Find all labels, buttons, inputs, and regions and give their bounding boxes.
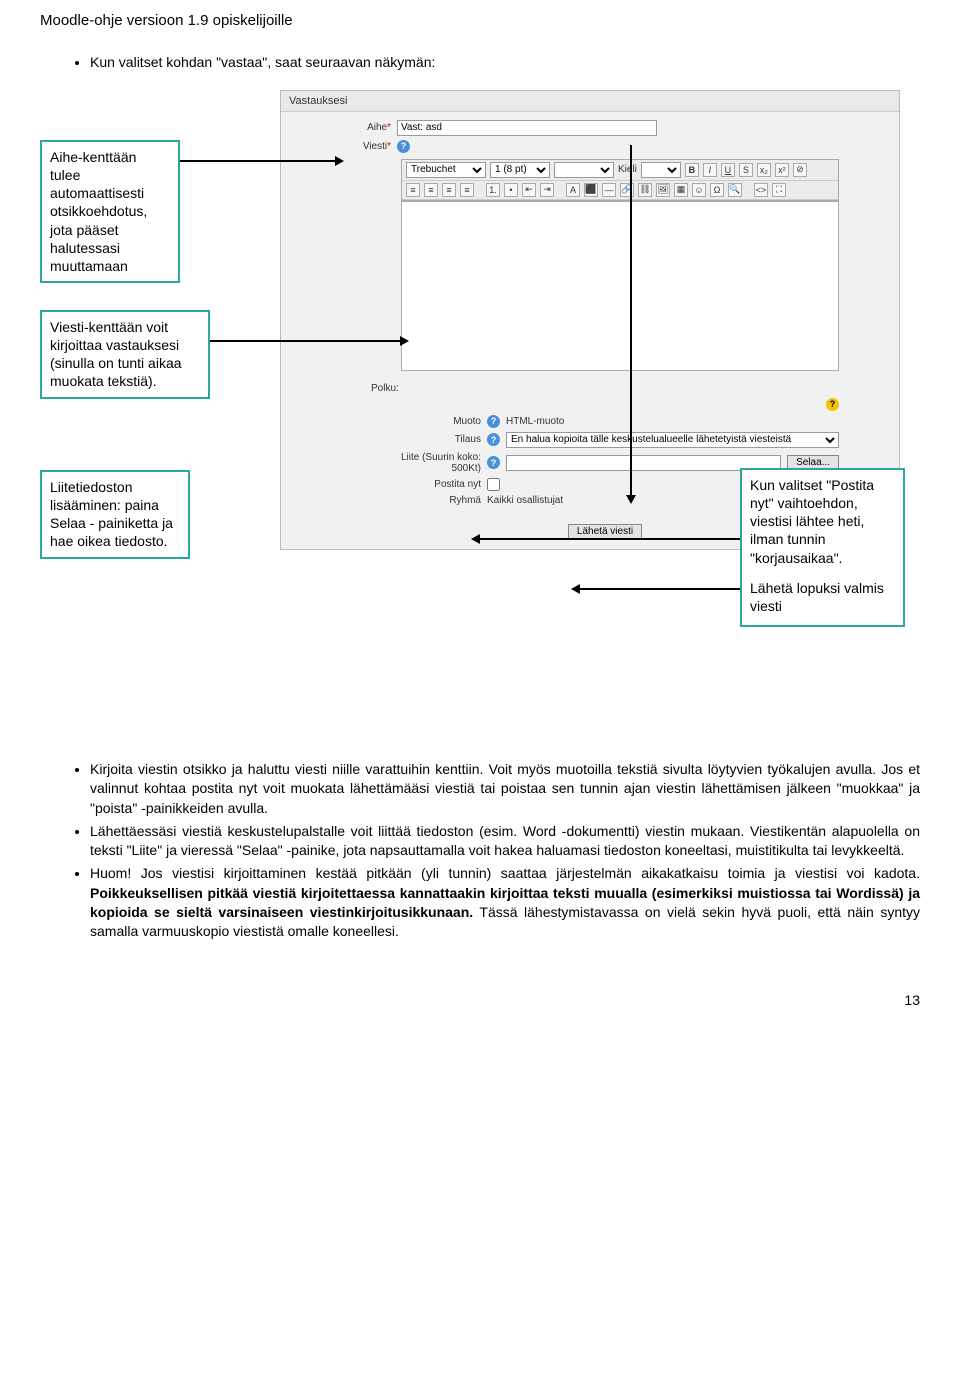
table-icon[interactable]: ▦ (674, 183, 688, 197)
body-bullet-3: Huom! Jos viestisi kirjoittaminen kestää… (90, 864, 920, 941)
muoto-value: HTML-muoto (506, 416, 564, 427)
bold-icon[interactable]: B (685, 163, 699, 177)
body-bullet-1: Kirjoita viestin otsikko ja haluttu vies… (90, 760, 920, 818)
intro-bullet: Kun valitset kohdan "vastaa", saat seura… (90, 53, 920, 72)
postita-label: Postita nyt (371, 479, 481, 490)
polku-label: Polku: (371, 383, 399, 394)
send-button[interactable]: Lähetä viesti (568, 524, 642, 539)
postita-checkbox[interactable] (487, 478, 500, 491)
align-center-icon[interactable]: ≡ (424, 183, 438, 197)
unlink-icon[interactable]: ⛓ (638, 183, 652, 197)
arrow (210, 340, 400, 342)
row-aihe: Aihe* (281, 118, 899, 138)
code-icon[interactable]: <> (754, 183, 768, 197)
align-right-icon[interactable]: ≡ (442, 183, 456, 197)
callout-send: Lähetä lopuksi valmis viesti (750, 579, 895, 615)
callout-viesti: Viesti-kenttään voit kirjoittaa vastauks… (40, 310, 210, 399)
indent-icon[interactable]: ⇥ (540, 183, 554, 197)
align-justify-icon[interactable]: ≡ (460, 183, 474, 197)
list-bullet-icon[interactable]: • (504, 183, 518, 197)
clear-icon[interactable]: ⊘ (793, 163, 807, 177)
page-header: Moodle-ohje versioon 1.9 opiskelijoille (40, 12, 920, 29)
editor-textarea[interactable] (401, 201, 839, 371)
editor-toolbar: Trebuchet 1 (8 pt) Kieli B I U S x₂ x² ⊘… (401, 159, 839, 201)
underline-icon[interactable]: U (721, 163, 735, 177)
img-icon[interactable]: 🖼 (656, 183, 670, 197)
align-left-icon[interactable]: ≡ (406, 183, 420, 197)
fullscreen-icon[interactable]: ⛶ (772, 183, 786, 197)
arrow-head-icon (626, 495, 636, 504)
ryhma-label: Ryhmä (371, 495, 481, 506)
arrow-head-icon (471, 534, 480, 544)
arrow-head-icon (400, 336, 409, 346)
search-icon[interactable]: 🔍 (728, 183, 742, 197)
strike-icon[interactable]: S (739, 163, 753, 177)
callout-liite: Liitetiedoston lisääminen: paina Selaa -… (40, 470, 190, 559)
screenshot-title: Vastauksesi (281, 91, 899, 112)
callout-right: Kun valitset "Postita nyt" vaihtoehdon, … (740, 468, 905, 627)
lang-select[interactable] (641, 162, 681, 178)
callout-aihe: Aihe-kenttään tulee automaattisesti otsi… (40, 140, 180, 283)
tilaus-label: Tilaus (371, 434, 481, 445)
outdent-icon[interactable]: ⇤ (522, 183, 536, 197)
row-viesti: Viesti* ? (281, 138, 899, 155)
bgcolor-icon[interactable]: ⬛ (584, 183, 598, 197)
arrow (630, 145, 632, 495)
tilaus-select[interactable]: En halua kopioita tälle keskustelualueel… (506, 432, 839, 448)
body-list: Kirjoita viestin otsikko ja haluttu vies… (90, 760, 920, 942)
viesti-label: Viesti* (341, 141, 391, 152)
body-bullet-2: Lähettäessäsi viestiä keskustelupalstall… (90, 822, 920, 861)
sub-icon[interactable]: x₂ (757, 163, 771, 177)
help-icon[interactable]: ? (397, 140, 410, 153)
char-icon[interactable]: Ω (710, 183, 724, 197)
smile-icon[interactable]: ☺ (692, 183, 706, 197)
arrow (480, 538, 740, 540)
font-select[interactable]: Trebuchet (406, 162, 486, 178)
size-select[interactable]: 1 (8 pt) (490, 162, 550, 178)
callout-postita: Kun valitset "Postita nyt" vaihtoehdon, … (750, 476, 895, 567)
italic-icon[interactable]: I (703, 163, 717, 177)
aihe-input[interactable] (397, 120, 657, 136)
aihe-label: Aihe* (341, 122, 391, 133)
liite-label: Liite (Suurin koko: 500Kt) (371, 452, 481, 474)
page-number: 13 (40, 992, 920, 1008)
diagram: Vastauksesi Aihe* Viesti* ? Trebuchet 1 … (40, 90, 920, 730)
arrow (180, 160, 335, 162)
list-num-icon[interactable]: 1. (486, 183, 500, 197)
help-icon[interactable]: ? (487, 456, 500, 469)
sup-icon[interactable]: x² (775, 163, 789, 177)
help-icon[interactable]: ? (487, 415, 500, 428)
style-select[interactable] (554, 162, 614, 178)
help-icon[interactable]: ? (487, 433, 500, 446)
hr-icon[interactable]: — (602, 183, 616, 197)
arrow-head-icon (571, 584, 580, 594)
intro-list: Kun valitset kohdan "vastaa", saat seura… (90, 53, 920, 72)
lang-label: Kieli (618, 164, 637, 175)
ryhma-value: Kaikki osallistujat (487, 495, 563, 506)
warn-icon: ? (826, 398, 839, 411)
color-icon[interactable]: A (566, 183, 580, 197)
arrow-head-icon (335, 156, 344, 166)
arrow (580, 588, 740, 590)
muoto-label: Muoto (371, 416, 481, 427)
